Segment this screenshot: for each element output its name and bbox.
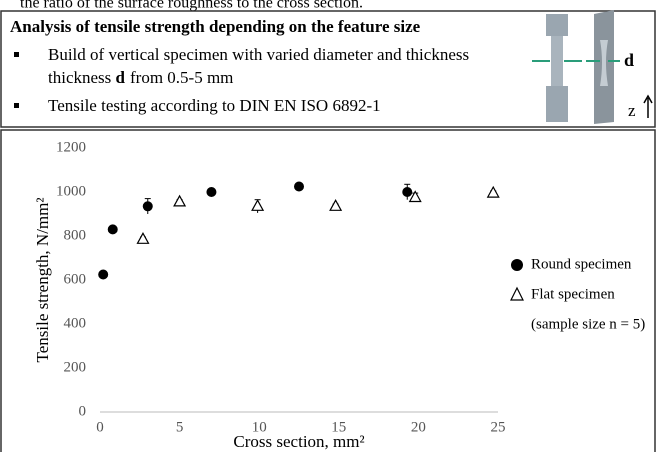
point — [329, 199, 343, 211]
y-axis-label: Tensile strength, N/mm² — [33, 198, 52, 363]
point — [107, 224, 118, 235]
specimen-part — [546, 14, 568, 36]
legend-marker — [510, 286, 524, 301]
y-tick-label: 1000 — [56, 183, 86, 199]
bullet — [14, 103, 19, 108]
y-tick-label: 600 — [64, 271, 87, 287]
annotation: (sample size n = 5) — [531, 316, 645, 332]
specimen-part — [600, 40, 608, 86]
x-axis-label: Cross section, mm² — [233, 432, 364, 451]
x-tick-label: 15 — [331, 419, 346, 435]
y-tick-label: 1200 — [56, 139, 86, 155]
figure-label: z — [628, 101, 636, 120]
bullet-text: Build of vertical specimen with varied d… — [48, 45, 469, 64]
bullet-text: from 0.5-5 mm — [130, 68, 233, 87]
point — [206, 187, 217, 197]
specimen-part — [551, 36, 563, 86]
specimen-flat — [594, 10, 614, 124]
x-tick-label: 5 — [176, 419, 184, 435]
legend-marker — [511, 259, 523, 271]
bullet-text: Tensile testing according to DIN EN ISO … — [48, 96, 381, 115]
specimen-round — [546, 14, 568, 122]
point — [136, 232, 150, 244]
point — [98, 269, 109, 280]
header-title: Analysis of tensile strength depending o… — [10, 17, 421, 36]
bullet-word: thickness — [48, 68, 116, 87]
legend-label: Flat specimen — [531, 286, 615, 302]
y-tick-label: 400 — [64, 315, 87, 331]
point — [408, 190, 422, 203]
bullet-text: Build of vertical specimen with varied d… — [48, 68, 233, 87]
point — [294, 181, 304, 192]
point — [251, 199, 265, 211]
point — [142, 201, 153, 212]
x-tick-label: 20 — [411, 419, 426, 435]
y-tick-label: 0 — [79, 403, 87, 419]
figure-label: d — [624, 50, 634, 70]
x-tick-label: 10 — [252, 419, 267, 435]
specimen-part — [546, 86, 568, 122]
y-tick-label: 800 — [64, 227, 87, 243]
bullet — [14, 52, 19, 57]
point — [402, 187, 413, 197]
point — [173, 194, 187, 207]
x-tick-label: 25 — [491, 419, 506, 435]
top-box — [0, 10, 656, 128]
chart-box — [0, 129, 656, 457]
bullet-bold: d — [116, 68, 126, 87]
legend-label: Round specimen — [531, 256, 632, 272]
cut-text: the ratio of the surface roughness to th… — [20, 0, 363, 12]
z-arrow — [643, 94, 653, 104]
x-tick-label: 0 — [96, 419, 104, 435]
y-tick-label: 200 — [64, 359, 87, 375]
point — [486, 185, 500, 198]
